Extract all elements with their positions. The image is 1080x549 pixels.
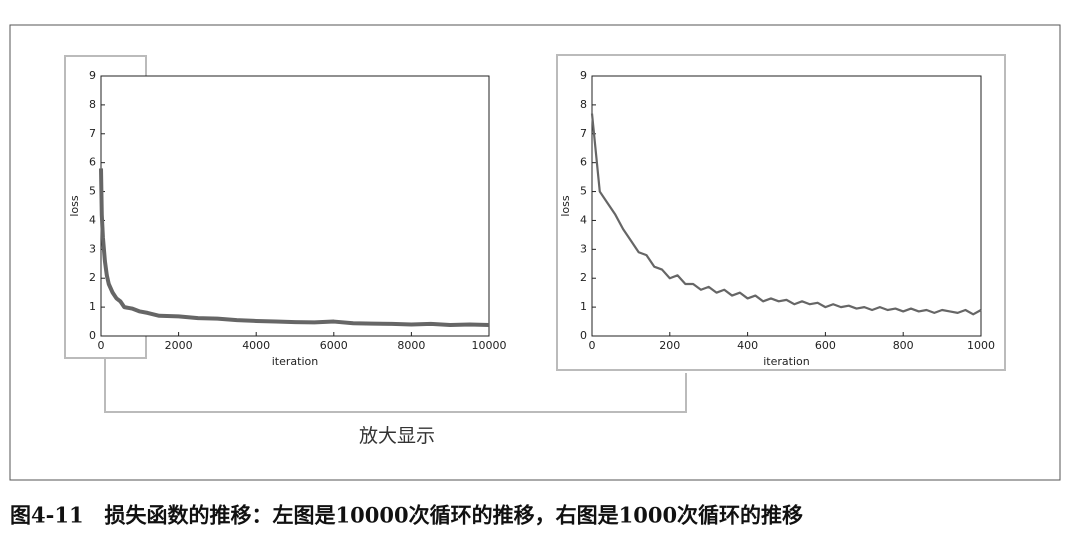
y-tick-label: 7 (89, 127, 96, 140)
y-tick-label: 8 (89, 98, 96, 111)
y-tick-label: 3 (89, 242, 96, 255)
x-tick-label: 0 (98, 339, 105, 352)
y-tick-label: 1 (89, 300, 96, 313)
x-tick-label: 10000 (472, 339, 507, 352)
connector (104, 358, 687, 413)
x-axis-label: iteration (763, 355, 809, 368)
y-tick-label: 4 (580, 213, 587, 226)
x-tick-label: 4000 (242, 339, 270, 352)
plot-frame (591, 75, 982, 337)
plot-frame (100, 75, 490, 337)
x-tick-label: 6000 (320, 339, 348, 352)
loss-line (99, 168, 490, 328)
y-tick-label: 1 (580, 300, 587, 313)
y-tick-label: 0 (89, 329, 96, 342)
y-tick-label: 4 (89, 213, 96, 226)
loss-line (590, 113, 982, 316)
x-tick-label: 1000 (967, 339, 995, 352)
figure-frame (9, 24, 1061, 481)
x-axis-label: iteration (272, 355, 318, 368)
annotation: 放大显示 (359, 425, 435, 447)
y-tick-label: 2 (89, 271, 96, 284)
x-tick-label: 8000 (397, 339, 425, 352)
x-tick-label: 200 (659, 339, 680, 352)
x-tick-label: 800 (893, 339, 914, 352)
y-tick-label: 8 (580, 98, 587, 111)
x-tick-label: 400 (737, 339, 758, 352)
zoom-frame (556, 54, 1006, 371)
y-tick-label: 3 (580, 242, 587, 255)
y-tick-label: 0 (580, 329, 587, 342)
y-tick-label: 9 (89, 69, 96, 82)
y-tick-label: 6 (89, 156, 96, 169)
y-axis-label: loss (68, 195, 81, 217)
x-tick-label: 0 (589, 339, 596, 352)
x-tick-label: 600 (815, 339, 836, 352)
y-tick-label: 5 (89, 185, 96, 198)
y-axis-label: loss (559, 195, 572, 217)
caption: 图4-11 损失函数的推移：左图是10000次循环的推移，右图是1000次循环的… (10, 503, 803, 528)
y-tick-label: 7 (580, 127, 587, 140)
y-tick-label: 9 (580, 69, 587, 82)
y-tick-label: 2 (580, 271, 587, 284)
x-tick-label: 2000 (165, 339, 193, 352)
y-tick-label: 5 (580, 185, 587, 198)
y-tick-label: 6 (580, 156, 587, 169)
